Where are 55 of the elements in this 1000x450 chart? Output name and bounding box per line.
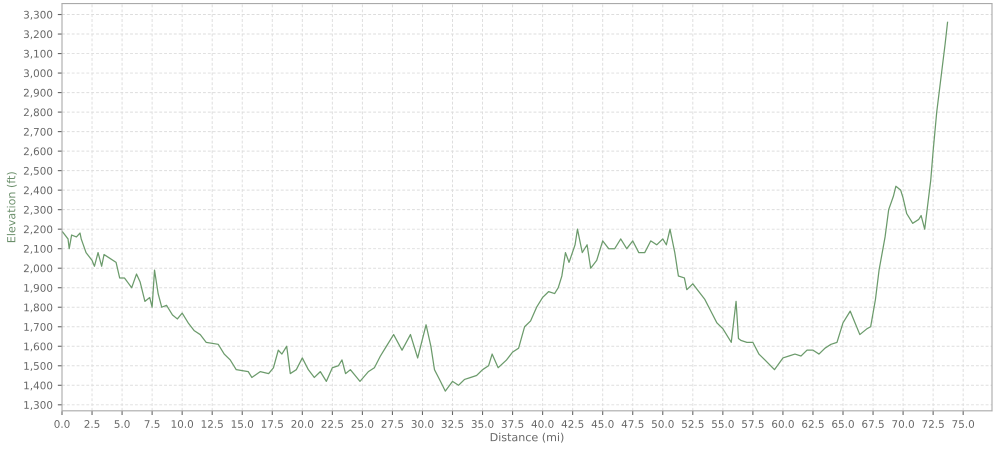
x-tick-label: 52.5 [682, 420, 704, 428]
y-axis-title: Elevation (ft) [6, 172, 17, 242]
y-tick-label: 3,300 [24, 10, 52, 20]
y-tick-label: 3,200 [24, 30, 52, 40]
x-tick-label: 0.0 [54, 420, 70, 428]
x-tick-label: 17.5 [262, 420, 283, 428]
x-tick-label: 45.0 [592, 420, 614, 428]
x-tick-label: 22.5 [322, 420, 344, 428]
y-tick-label: 1,500 [24, 362, 52, 371]
x-tick-label: 50.0 [652, 420, 674, 428]
x-tick-label: 62.5 [802, 420, 824, 428]
x-tick-label: 57.5 [742, 420, 764, 428]
y-tick-label: 3,000 [24, 69, 52, 78]
x-tick-label: 65.0 [832, 420, 854, 428]
x-tick-label: 72.5 [922, 420, 944, 428]
line-series [62, 22, 948, 392]
x-tick-label: 10.0 [172, 420, 194, 428]
y-tick-label: 2,900 [24, 88, 52, 98]
x-tick-label: 42.5 [562, 420, 584, 428]
x-tick-label: 70.0 [892, 420, 914, 428]
y-tick-label: 1,800 [24, 303, 52, 312]
x-tick-label: 27.5 [382, 420, 404, 428]
x-tick-label: 20.0 [291, 420, 314, 428]
y-tick-label: 2,600 [24, 147, 52, 156]
x-tick-label: 37.5 [502, 420, 524, 428]
x-tick-label: 30.0 [412, 420, 434, 428]
x-tick-label: 47.5 [622, 420, 644, 428]
x-tick-label: 32.5 [442, 420, 464, 428]
y-tick-label: 1,400 [24, 382, 52, 390]
x-tick-label: 5.0 [114, 420, 130, 428]
y-tick-label: 1,600 [24, 342, 52, 352]
y-tick-label: 2,400 [24, 186, 52, 196]
x-tick-label: 7.5 [144, 420, 160, 428]
x-tick-label: 60.0 [772, 420, 794, 428]
y-tick-label: 2,100 [24, 244, 52, 254]
y-tick-label: 2,500 [24, 166, 52, 176]
y-tick-label: 1,700 [24, 322, 52, 332]
x-tick-label: 35.0 [472, 420, 494, 428]
x-tick-label: 25.0 [352, 420, 374, 428]
y-tick-label: 1,900 [24, 284, 52, 293]
x-axis-title: Distance (mi) [490, 432, 564, 443]
x-tick-label: 67.5 [862, 420, 884, 428]
y-tick-label: 2,200 [24, 225, 52, 234]
x-tick-label: 40.0 [532, 420, 554, 428]
x-tick-label: 12.5 [202, 420, 223, 428]
y-tick-label: 2,700 [24, 128, 52, 137]
y-tick-label: 3,100 [24, 50, 52, 59]
x-tick-label: 75.0 [952, 420, 974, 428]
x-tick-label: 2.5 [84, 420, 100, 428]
x-tick-label: 15.0 [232, 420, 254, 428]
y-tick-label: 2,300 [24, 206, 52, 215]
x-tick-label: 55.0 [712, 420, 734, 428]
y-tick-label: 2,000 [24, 264, 52, 274]
y-tick-label: 1,300 [24, 401, 52, 410]
y-tick-label: 2,800 [24, 108, 52, 118]
